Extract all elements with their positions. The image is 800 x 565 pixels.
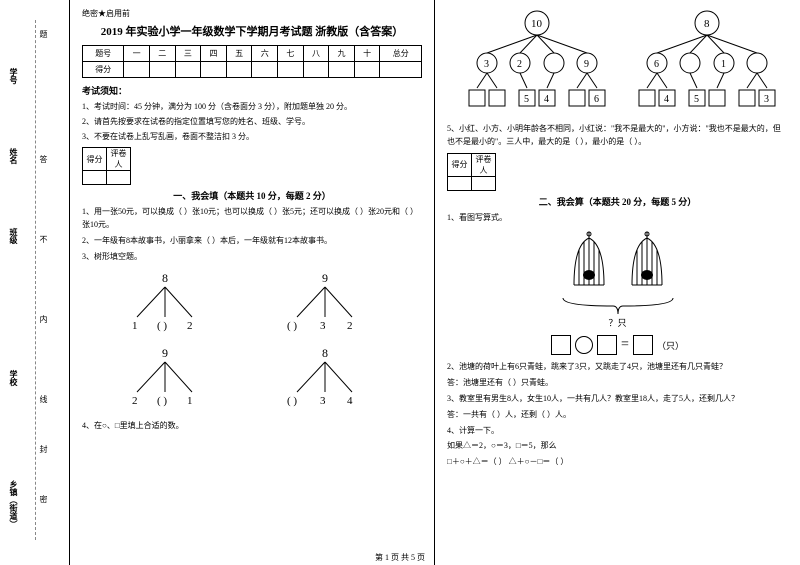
svg-text:9: 9 xyxy=(162,346,168,360)
dash-nei: 内 xyxy=(38,315,49,323)
svg-text:2: 2 xyxy=(187,320,193,332)
unit-label: （只） xyxy=(657,339,684,352)
svg-text:2: 2 xyxy=(347,320,353,332)
score-header-row: 题号一二 三四五 六七八 九十总分 xyxy=(83,46,422,62)
dash-da: 答 xyxy=(38,155,49,163)
svg-text:3: 3 xyxy=(320,320,326,332)
section-2-title: 二、我会算（本题共 20 分，每题 5 分） xyxy=(447,195,788,208)
dash-mi: 密 xyxy=(38,495,49,503)
label-banji: 班级 xyxy=(8,228,19,244)
grader-table-2: 得分评卷人 xyxy=(447,153,496,191)
svg-text:1: 1 xyxy=(132,320,138,332)
q2-1: 1、看图写算式。 xyxy=(447,212,788,225)
operator-circle[interactable] xyxy=(575,336,593,354)
svg-text:6: 6 xyxy=(594,94,599,105)
q2-4b: □＋○＋△＝（ ） △＋○－□＝（ ） xyxy=(447,456,788,469)
label-xiangzhen: 乡镇（街道） xyxy=(8,480,19,528)
svg-text:( ): ( ) xyxy=(287,395,297,407)
birdcage-figure xyxy=(447,230,788,290)
svg-text:3: 3 xyxy=(484,59,489,70)
score-value-row: 得分 xyxy=(83,62,422,78)
q2-2-ans: 答：池塘里还有（ ）只青蛙。 xyxy=(447,377,788,390)
svg-text:( ): ( ) xyxy=(157,395,167,407)
svg-text:8: 8 xyxy=(162,271,168,285)
q2-4: 4、计算一下。 xyxy=(447,425,788,438)
notice-3: 3、不要在试卷上乱写乱画，卷面不整洁扣 3 分。 xyxy=(82,131,422,144)
binding-margin: 学号 姓名 班级 学校 乡镇（街道） 题 答 不 内 线 封 密 xyxy=(0,0,70,565)
svg-text:8: 8 xyxy=(704,18,710,30)
svg-text:4: 4 xyxy=(347,395,353,407)
answer-box[interactable] xyxy=(597,335,617,355)
notice-head: 考试须知： xyxy=(82,84,422,97)
svg-text:4: 4 xyxy=(544,94,549,105)
left-column: 绝密★启用前 2019 年实验小学一年级数学下学期月考试题 浙教版（含答案） 题… xyxy=(70,0,435,565)
grader-table-1: 得分评卷人 xyxy=(82,147,131,185)
birdcage-icon xyxy=(622,230,672,290)
label-xingming: 姓名 xyxy=(8,148,19,164)
q1-2: 2、一年级有8本故事书，小丽拿来（ ）本后，一年级就有12本故事书。 xyxy=(82,235,422,248)
dash-ti: 题 xyxy=(38,30,49,38)
svg-text:3: 3 xyxy=(764,94,769,105)
q2-2: 2、池塘的荷叶上有6只青蛙，跳来了3只，又跳走了4只，池塘里还有几只青蛙？ xyxy=(447,361,788,374)
answer-box[interactable] xyxy=(633,335,653,355)
svg-text:1: 1 xyxy=(721,59,726,70)
label-xuehao: 学号 xyxy=(8,68,19,84)
svg-text:1: 1 xyxy=(187,395,193,407)
answer-box[interactable] xyxy=(551,335,571,355)
birdcage-icon xyxy=(564,230,614,290)
tree-diagram-left: 8 1 ( ) 2 9 ( ) 3 2 9 2 ( ) 1 8 ( ) 3 4 xyxy=(82,267,412,417)
q1-4: 4、在○、□里填上合适的数。 xyxy=(82,420,422,433)
score-table: 题号一二 三四五 六七八 九十总分 得分 xyxy=(82,45,422,78)
svg-text:2: 2 xyxy=(517,59,522,70)
svg-text:5: 5 xyxy=(694,94,699,105)
seal-line xyxy=(35,20,36,540)
q2-1-unit: ？只 xyxy=(447,316,788,329)
svg-text:9: 9 xyxy=(322,271,328,285)
svg-text:9: 9 xyxy=(584,59,589,70)
number-bond-diagrams: 10 3 2 9 5 4 6 8 6 xyxy=(447,8,787,118)
secret-label: 绝密★启用前 xyxy=(82,8,422,19)
section-1-title: 一、我会填（本题共 10 分，每题 2 分） xyxy=(82,189,422,202)
exam-title: 2019 年实验小学一年级数学下学期月考试题 浙教版（含答案） xyxy=(82,23,422,39)
dash-bu: 不 xyxy=(38,235,49,243)
brace-icon xyxy=(558,296,678,316)
dash-feng: 封 xyxy=(38,445,49,453)
notice-1: 1、考试时间：45 分钟，满分为 100 分（含卷面分 3 分），附加题单独 2… xyxy=(82,101,422,114)
svg-text:5: 5 xyxy=(524,94,529,105)
equation-boxes: = （只） xyxy=(447,335,788,355)
svg-text:6: 6 xyxy=(654,59,659,70)
right-column: 10 3 2 9 5 4 6 8 6 xyxy=(435,0,800,565)
q1-5: 5、小红、小方、小明年龄各不相同，小红说："我不是最大的"，小方说："我也不是最… xyxy=(447,123,788,149)
q1-3: 3、树形填空题。 xyxy=(82,251,422,264)
svg-text:2: 2 xyxy=(132,395,138,407)
dash-xian: 线 xyxy=(38,395,49,403)
svg-text:3: 3 xyxy=(320,395,326,407)
q1-1: 1、用一张50元，可以换成（ ）张10元；也可以换成（ ）张5元；还可以换成（ … xyxy=(82,206,422,232)
svg-text:4: 4 xyxy=(664,94,669,105)
q2-3-ans: 答：一共有（ ）人，还剩（ ）人。 xyxy=(447,409,788,422)
notice-2: 2、请首先按要求在试卷的指定位置填写您的姓名、班级、学号。 xyxy=(82,116,422,129)
svg-text:10: 10 xyxy=(531,18,543,30)
q2-3: 3、教室里有男生8人，女生10人，一共有几人？教室里18人，走了5人，还剩几人？ xyxy=(447,393,788,406)
label-xuexiao: 学校 xyxy=(8,370,19,386)
q2-4a: 如果△＝2，○＝3，□＝5，那么 xyxy=(447,440,788,453)
svg-text:8: 8 xyxy=(322,346,328,360)
page-footer: 第 1 页 共 5 页 xyxy=(0,552,800,563)
svg-text:( ): ( ) xyxy=(287,320,297,332)
svg-text:( ): ( ) xyxy=(157,320,167,332)
